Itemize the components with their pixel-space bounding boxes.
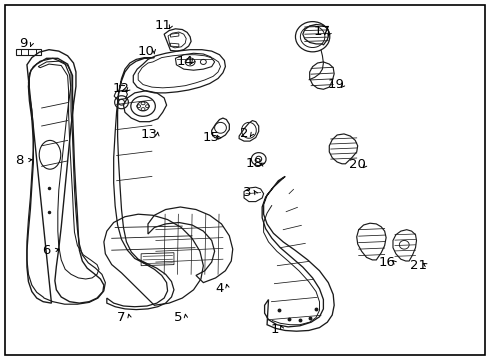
- Text: 12: 12: [113, 82, 130, 95]
- Text: 18: 18: [245, 157, 262, 170]
- Text: 9: 9: [19, 37, 28, 50]
- Text: 5: 5: [173, 311, 182, 324]
- Text: 13: 13: [141, 129, 158, 141]
- Text: 16: 16: [379, 256, 395, 269]
- Text: 11: 11: [154, 19, 171, 32]
- Text: 8: 8: [15, 154, 24, 167]
- Text: 17: 17: [314, 25, 331, 38]
- Text: 3: 3: [243, 186, 252, 199]
- Text: 19: 19: [327, 78, 344, 91]
- Text: 21: 21: [411, 259, 427, 272]
- Text: 10: 10: [138, 45, 154, 58]
- Text: 20: 20: [349, 158, 366, 171]
- Text: 6: 6: [42, 244, 51, 257]
- Text: 7: 7: [117, 311, 126, 324]
- Text: 2: 2: [240, 127, 248, 140]
- Text: 4: 4: [215, 282, 224, 294]
- Text: 15: 15: [202, 131, 219, 144]
- Text: 1: 1: [270, 323, 279, 336]
- Text: 14: 14: [177, 55, 194, 68]
